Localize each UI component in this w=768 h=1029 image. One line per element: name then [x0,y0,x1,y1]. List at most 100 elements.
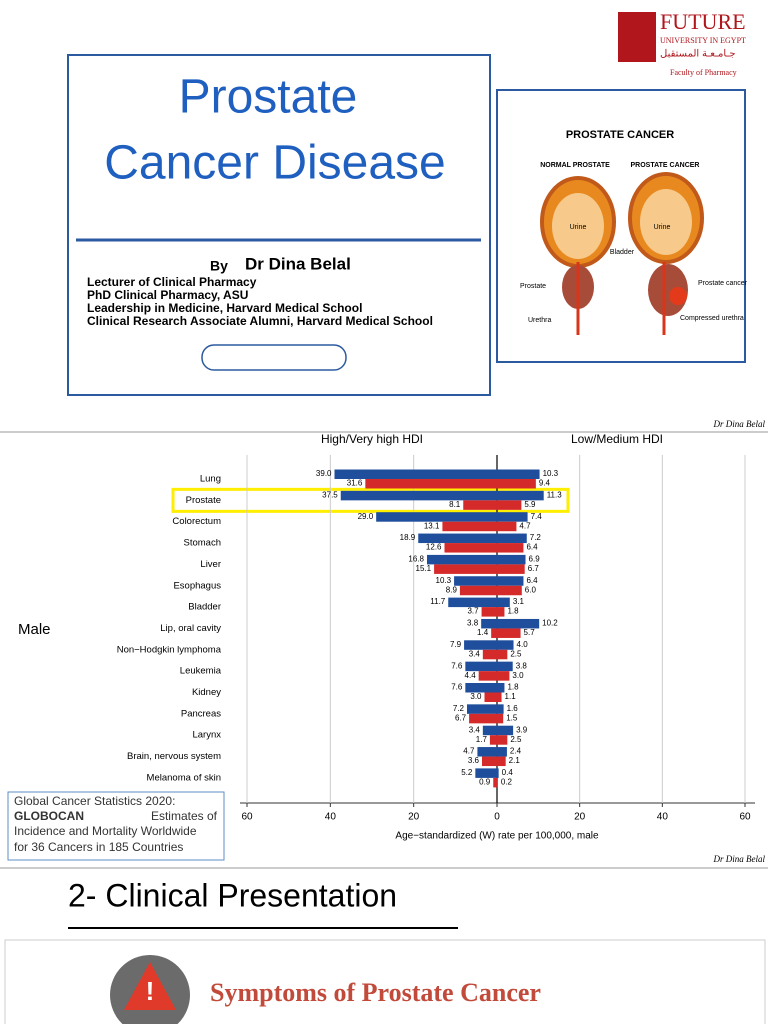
bar [459,585,497,596]
bar [497,576,524,586]
watermark: Dr Dina Belal [713,419,766,429]
value-label: 3.7 [467,607,479,616]
bar [334,469,497,479]
title-slide-box [67,54,491,396]
value-label: 2.4 [510,747,522,756]
citation-box [7,791,225,861]
value-label: 7.4 [531,512,543,521]
x-tick-label: 40 [657,812,669,823]
x-tick-label: 40 [325,812,337,823]
bar [497,628,521,638]
value-label: 3.9 [516,725,528,734]
credential: PhD Clinical Pharmacy, ASU [87,288,248,302]
category-label: Bladder [188,602,221,613]
value-label: 9.4 [539,479,551,488]
bar [497,692,502,702]
diagram-label: Prostate cancer [698,280,748,287]
category-label: Kidney [192,687,221,698]
logo-name: FUTURE [660,9,746,34]
author: Dr Dina Belal [245,254,351,273]
value-label: 7.9 [450,640,462,649]
bar [497,554,526,565]
value-label: 4.7 [519,521,531,530]
value-label: 5.2 [461,768,473,777]
category-label: Liver [200,559,221,570]
value-label: 0.4 [502,768,514,777]
tumor-shape [669,287,687,305]
warning-triangle [124,962,176,1010]
x-tick-label: 0 [494,812,500,823]
bar [365,479,497,489]
value-label: 13.1 [424,521,440,530]
diagram-box [496,89,746,363]
x-tick-label: 60 [739,812,751,823]
bar [465,661,497,672]
value-label: 7.2 [453,704,465,713]
value-label: 3.8 [467,619,479,628]
bar [497,704,504,714]
value-label: 12.6 [426,543,442,552]
highlight-box [171,487,570,513]
category-label: Prostate [186,495,221,506]
value-label: 8.9 [446,585,458,594]
bar [497,512,528,522]
value-label: 3.8 [516,661,528,670]
credential: Lecturer of Clinical Pharmacy [87,275,257,289]
bar [497,597,510,608]
bar [482,756,497,767]
logo-subtitle: UNIVERSITY IN EGYPT [660,36,746,45]
bar [467,704,497,714]
bar [497,469,540,479]
bar [497,649,508,660]
bar [497,661,513,672]
bladder-inner [640,189,692,255]
bar [497,607,505,617]
value-label: 6.9 [529,555,541,564]
value-label: 11.3 [547,490,563,499]
diagram-label: NORMAL PROSTATE [540,162,610,169]
bar [484,692,497,702]
value-label: 1.6 [507,704,519,713]
bar [442,521,497,532]
bar [465,683,497,693]
bar [489,735,497,745]
diagram-label: Urine [570,224,587,231]
value-label: 6.7 [455,713,467,722]
diagram-title: PROSTATE CANCER [566,129,674,141]
value-label: 0.9 [479,778,491,787]
value-label: 4.7 [463,747,475,756]
value-label: 2.1 [509,756,521,765]
logo-crest [618,12,656,62]
credential: Clinical Research Associate Alumni, Harv… [87,314,433,328]
value-label: 1.8 [507,683,519,692]
value-label: 3.1 [513,597,525,606]
category-label: Leukemia [180,666,222,677]
citation-text: Incidence and Mortality Worldwide [14,824,197,838]
value-label: 3.4 [469,649,481,658]
value-label: 29.0 [358,512,374,521]
diagram-label: Compressed urethra [680,315,744,322]
bar [497,500,522,510]
bar [497,683,505,693]
value-label: 7.2 [530,533,542,542]
diagram-label: Prostate [520,283,546,290]
bar [427,554,497,565]
citation-bold: GLOBOCAN [14,809,84,823]
bar [469,713,497,724]
chart: Male Age−standardized (W) rate per 100,00… [18,432,755,842]
value-label: 6.7 [528,564,540,573]
diagram-label: PROSTATE CANCER [631,162,700,169]
value-label: 1.7 [476,735,488,744]
bar [497,671,510,681]
bar [491,628,497,638]
logo-faculty: Faculty of Pharmacy [670,68,737,77]
value-label: 15.1 [416,564,432,573]
value-label: 7.6 [451,661,463,670]
bar [478,671,497,681]
category-label: Lung [200,474,221,485]
bar [497,747,507,757]
bar [481,607,497,617]
citation-text: Estimates of [151,809,218,823]
diagram-label: Urethra [528,317,551,324]
